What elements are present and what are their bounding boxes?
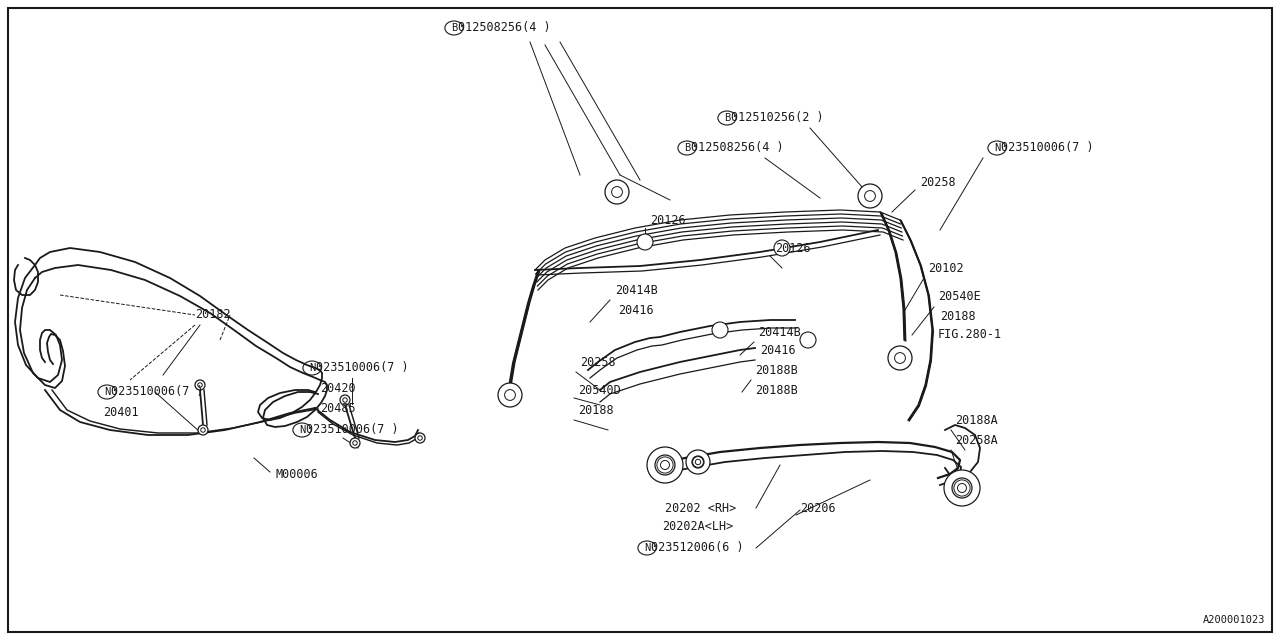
Circle shape [952, 478, 972, 498]
Text: 20414B: 20414B [758, 326, 801, 339]
Text: 20188: 20188 [940, 310, 975, 323]
Text: 20202A<LH>: 20202A<LH> [662, 520, 733, 532]
Circle shape [637, 234, 653, 250]
Text: 023510006(7 ): 023510006(7 ) [111, 385, 204, 399]
Text: B: B [451, 23, 457, 33]
Text: A200001023: A200001023 [1202, 615, 1265, 625]
Text: 20258: 20258 [580, 355, 616, 369]
Text: 20188A: 20188A [955, 413, 997, 426]
Text: 20416: 20416 [618, 303, 654, 317]
Circle shape [858, 184, 882, 208]
Circle shape [888, 346, 911, 370]
Text: N: N [308, 363, 315, 373]
Text: 20401: 20401 [102, 406, 138, 419]
Text: 012508256(4 ): 012508256(4 ) [691, 141, 783, 154]
Circle shape [605, 180, 628, 204]
Text: N: N [104, 387, 110, 397]
Circle shape [945, 470, 980, 506]
Circle shape [774, 240, 790, 256]
Text: FIG.280-1: FIG.280-1 [938, 328, 1002, 342]
Text: 023510006(7 ): 023510006(7 ) [1001, 141, 1093, 154]
Text: 20258A: 20258A [955, 433, 997, 447]
Circle shape [198, 425, 207, 435]
Text: 20206: 20206 [800, 502, 836, 515]
Circle shape [692, 456, 704, 468]
Text: N: N [993, 143, 1000, 153]
Text: 20416: 20416 [760, 344, 796, 356]
Text: 20540E: 20540E [938, 291, 980, 303]
Text: N: N [644, 543, 650, 553]
Text: 20540D: 20540D [579, 383, 621, 397]
Text: 20126: 20126 [650, 214, 686, 227]
Text: 20258: 20258 [920, 175, 956, 189]
Circle shape [498, 383, 522, 407]
Text: N: N [298, 425, 305, 435]
Circle shape [195, 380, 205, 390]
Circle shape [655, 455, 675, 475]
Text: 20188B: 20188B [755, 383, 797, 397]
Text: 20182: 20182 [195, 308, 230, 321]
Text: 20102: 20102 [928, 262, 964, 275]
Text: M00006: M00006 [275, 468, 317, 481]
Text: B: B [724, 113, 730, 123]
Text: 20126: 20126 [774, 241, 810, 255]
Text: 012510256(2 ): 012510256(2 ) [731, 111, 824, 125]
Text: 023510006(7 ): 023510006(7 ) [306, 424, 399, 436]
Text: 20485: 20485 [320, 401, 356, 415]
Text: B: B [684, 143, 690, 153]
Circle shape [340, 395, 349, 405]
Text: 012508256(4 ): 012508256(4 ) [458, 22, 550, 35]
Circle shape [646, 447, 684, 483]
Circle shape [712, 322, 728, 338]
Circle shape [800, 332, 817, 348]
Text: 20420: 20420 [320, 381, 356, 394]
Circle shape [415, 433, 425, 443]
Text: 20188: 20188 [579, 403, 613, 417]
Text: 20202 <RH>: 20202 <RH> [666, 502, 736, 515]
Text: 023510006(7 ): 023510006(7 ) [316, 362, 408, 374]
Text: 20414B: 20414B [614, 284, 658, 296]
Circle shape [349, 438, 360, 448]
Text: 20188B: 20188B [755, 364, 797, 376]
Circle shape [686, 450, 710, 474]
Text: 023512006(6 ): 023512006(6 ) [652, 541, 744, 554]
